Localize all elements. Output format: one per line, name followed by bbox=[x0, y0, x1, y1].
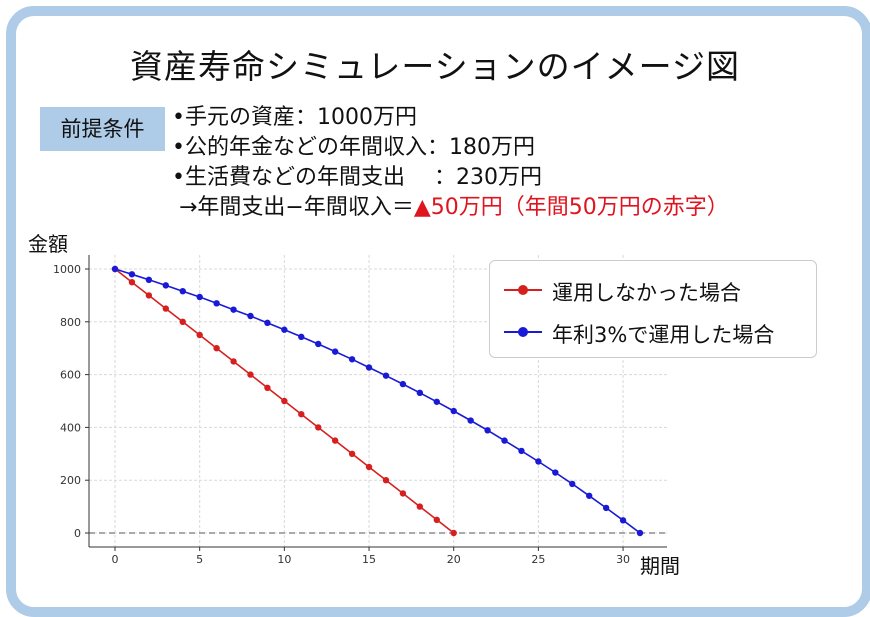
chart-legend: 運用しなかった場合 年利3%で運用した場合 bbox=[489, 260, 817, 358]
x-tick-label: 0 bbox=[112, 553, 119, 566]
data-point-1 bbox=[382, 372, 390, 379]
data-point-0 bbox=[450, 529, 457, 537]
condition-assets: •手元の資産：1000万円 bbox=[172, 105, 417, 130]
data-point-0 bbox=[247, 371, 254, 378]
data-point-0 bbox=[416, 503, 424, 510]
conditions-list: •手元の資産：1000万円 •公的年金などの年間収入：180万円 •生活費などの… bbox=[172, 103, 729, 223]
data-point-0 bbox=[433, 516, 440, 523]
data-point-0 bbox=[196, 331, 203, 339]
data-point-1 bbox=[128, 271, 136, 278]
data-point-0 bbox=[145, 292, 153, 299]
legend-item-no-investment: 運用しなかった場合 bbox=[490, 270, 816, 310]
data-point-0 bbox=[264, 384, 271, 391]
data-point-1 bbox=[365, 364, 373, 371]
x-axis-label: 期間 bbox=[640, 554, 680, 578]
data-point-1 bbox=[111, 265, 119, 273]
legend-item-invested: 年利3%で運用した場合 bbox=[490, 312, 816, 352]
data-point-1 bbox=[501, 437, 508, 444]
condition-deficit: →年間支出−年間収入＝▲50万円（年間50万円の赤字） bbox=[172, 193, 729, 223]
x-tick-label: 10 bbox=[277, 553, 291, 566]
condition-expense: •生活費などの年間支出 ：230万円 bbox=[172, 165, 542, 190]
data-point-0 bbox=[179, 318, 186, 325]
legend-marker-blue bbox=[518, 327, 528, 337]
y-axis-label: 金額 bbox=[28, 232, 68, 256]
data-point-1 bbox=[145, 276, 153, 284]
deficit-amount: ▲50万円（年間50万円の赤字） bbox=[413, 195, 729, 220]
data-point-0 bbox=[382, 477, 390, 484]
data-point-0 bbox=[348, 450, 356, 457]
data-point-1 bbox=[348, 356, 356, 363]
data-point-1 bbox=[416, 389, 424, 397]
data-point-1 bbox=[569, 480, 576, 488]
data-point-1 bbox=[467, 417, 474, 424]
data-point-1 bbox=[602, 504, 610, 512]
data-point-1 bbox=[331, 348, 339, 355]
data-point-1 bbox=[619, 517, 627, 524]
y-tick-label: 600 bbox=[60, 369, 81, 382]
y-tick-label: 400 bbox=[60, 421, 81, 434]
data-point-1 bbox=[213, 300, 220, 307]
data-point-1 bbox=[179, 287, 186, 295]
y-tick-label: 200 bbox=[60, 474, 81, 487]
condition-income: •公的年金などの年間収入：180万円 bbox=[172, 135, 535, 160]
data-point-1 bbox=[399, 380, 407, 388]
data-point-0 bbox=[365, 463, 373, 471]
data-point-1 bbox=[433, 398, 440, 405]
y-tick-label: 1000 bbox=[53, 263, 81, 276]
data-point-0 bbox=[128, 279, 136, 286]
data-point-1 bbox=[535, 458, 542, 465]
data-point-0 bbox=[315, 424, 322, 431]
data-point-1 bbox=[636, 529, 644, 537]
deficit-prefix: →年間支出−年間収入＝ bbox=[172, 195, 414, 220]
data-point-1 bbox=[552, 469, 559, 476]
y-tick-label: 0 bbox=[74, 527, 81, 540]
data-point-1 bbox=[196, 293, 203, 301]
x-tick-label: 30 bbox=[616, 553, 630, 566]
data-point-1 bbox=[315, 340, 322, 348]
data-point-1 bbox=[450, 407, 457, 415]
x-tick-label: 15 bbox=[362, 553, 376, 566]
outer-frame bbox=[6, 6, 870, 617]
data-point-0 bbox=[230, 358, 237, 365]
legend-marker-red bbox=[518, 285, 528, 295]
legend-label: 運用しなかった場合 bbox=[552, 281, 741, 305]
data-point-1 bbox=[281, 326, 288, 333]
data-point-1 bbox=[230, 306, 237, 313]
page-title: 資産寿命シミュレーションのイメージ図 bbox=[129, 47, 741, 86]
data-point-0 bbox=[331, 437, 339, 444]
data-point-1 bbox=[585, 492, 593, 499]
data-point-0 bbox=[162, 305, 170, 312]
conditions-badge: 前提条件 bbox=[40, 107, 165, 151]
data-point-0 bbox=[298, 411, 305, 418]
data-point-0 bbox=[399, 490, 407, 497]
data-point-1 bbox=[298, 333, 305, 341]
legend-label: 年利3%で運用した場合 bbox=[552, 323, 775, 347]
data-point-0 bbox=[281, 397, 288, 405]
x-tick-label: 25 bbox=[531, 553, 545, 566]
data-point-1 bbox=[518, 447, 525, 455]
data-point-1 bbox=[247, 312, 254, 320]
x-tick-label: 20 bbox=[447, 553, 461, 566]
data-point-1 bbox=[264, 319, 271, 327]
data-point-1 bbox=[484, 427, 491, 434]
data-point-0 bbox=[213, 345, 220, 352]
y-tick-label: 800 bbox=[60, 316, 81, 329]
x-tick-label: 5 bbox=[196, 553, 203, 566]
data-point-1 bbox=[162, 282, 170, 289]
